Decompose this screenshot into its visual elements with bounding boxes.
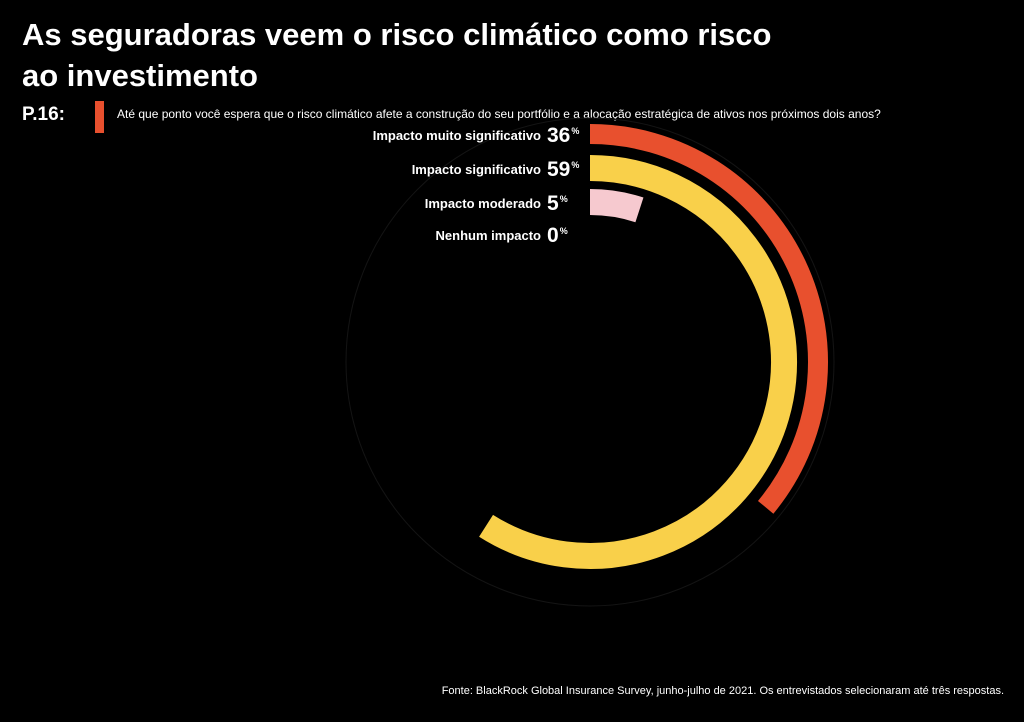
category-label-moderado: Impacto moderado — [425, 196, 541, 211]
question-text: Até que ponto você espera que o risco cl… — [117, 107, 881, 121]
arc-moderado — [589, 189, 644, 223]
unit-label-muito-significativo: % — [571, 126, 579, 136]
arc-muito-significativo — [589, 124, 828, 514]
question-number: P.16: — [22, 104, 65, 125]
value-label-moderado: 5 — [547, 192, 559, 215]
source-note: Fonte: BlackRock Global Insurance Survey… — [441, 685, 1004, 697]
value-label-nenhum: 0 — [547, 224, 559, 247]
background-track — [345, 117, 835, 607]
value-label-muito-significativo: 36 — [547, 124, 570, 147]
value-label-significativo: 59 — [547, 158, 570, 181]
category-label-nenhum: Nenhum impacto — [436, 228, 542, 243]
arc-significativo — [479, 155, 797, 569]
category-label-muito-significativo: Impacto muito significativo — [373, 128, 541, 143]
unit-label-moderado: % — [560, 194, 568, 204]
unit-label-nenhum: % — [560, 226, 568, 236]
category-label-significativo: Impacto significativo — [412, 162, 541, 177]
unit-label-significativo: % — [571, 160, 579, 170]
question-accent-bar — [95, 101, 104, 133]
page-title: As seguradoras veem o risco climático co… — [22, 17, 772, 93]
